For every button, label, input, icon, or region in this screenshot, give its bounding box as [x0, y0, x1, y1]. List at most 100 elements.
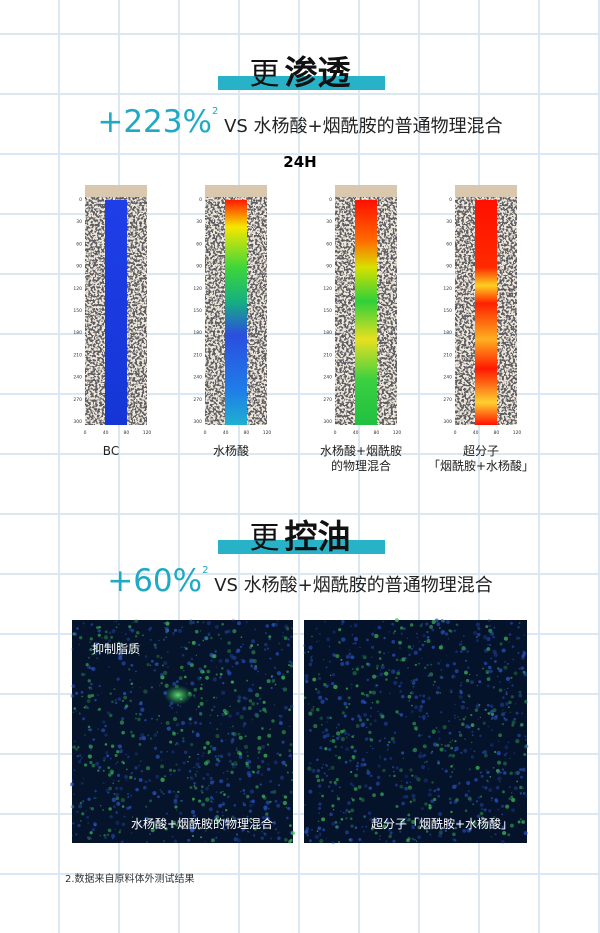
speckle: [379, 672, 384, 677]
speckle: [392, 631, 396, 635]
speckle: [434, 618, 439, 623]
speckle: [198, 643, 201, 646]
speckle: [369, 745, 372, 748]
footnote: 2.数据来自原料体外测试结果: [65, 874, 195, 885]
speckle: [115, 796, 120, 801]
speckle: [83, 706, 85, 709]
speckle: [201, 791, 204, 794]
speckle: [173, 798, 178, 802]
speckle: [206, 760, 209, 763]
speckle: [115, 620, 118, 623]
speckle: [324, 747, 328, 751]
speckle: [223, 793, 226, 796]
speckle: [340, 729, 344, 734]
speckle: [231, 764, 236, 769]
speckle: [230, 656, 234, 659]
speckle: [77, 823, 81, 828]
speckle: [111, 837, 114, 840]
width-tick: 40: [103, 430, 109, 436]
speckle: [383, 721, 388, 726]
speckle: [335, 777, 339, 782]
speckle: [282, 673, 285, 676]
speckle: [203, 665, 207, 668]
speckle: [354, 773, 358, 778]
speckle: [183, 669, 185, 672]
speckle: [509, 757, 511, 760]
footnote-mark: 2: [202, 565, 209, 576]
speckle: [492, 635, 496, 639]
speckle: [375, 664, 379, 668]
depth-tick: 60: [196, 241, 202, 247]
speckle: [88, 806, 92, 809]
speckle: [303, 651, 307, 655]
speckle: [466, 650, 469, 653]
speckle: [310, 828, 313, 831]
speckle: [308, 662, 313, 667]
speckle: [150, 659, 154, 663]
speckle: [345, 705, 349, 709]
speckle: [172, 716, 178, 722]
speckle: [448, 629, 451, 632]
depth-tick: 0: [79, 197, 82, 203]
speckle: [309, 762, 312, 765]
speckle: [103, 635, 109, 640]
speckle: [173, 839, 178, 844]
speckle: [75, 691, 79, 695]
speckle: [452, 662, 457, 666]
speckle: [160, 656, 163, 659]
speckle: [290, 661, 293, 664]
penetration-column: [225, 200, 247, 425]
speckle: [91, 653, 94, 656]
speckle: [321, 817, 326, 822]
speckle: [120, 797, 126, 803]
speckle: [358, 797, 362, 801]
speckle: [129, 699, 133, 703]
panel-label: BC: [103, 444, 119, 458]
speckle: [460, 705, 465, 710]
speckle: [175, 680, 179, 684]
speckle: [193, 826, 195, 828]
speckle: [322, 734, 327, 739]
speckle: [171, 835, 174, 839]
width-tick: 80: [243, 430, 249, 436]
speckle: [494, 798, 498, 802]
speckle: [283, 795, 288, 799]
speckle: [329, 780, 333, 784]
speckle: [149, 833, 151, 836]
speckle: [477, 703, 479, 705]
speckle: [148, 779, 151, 782]
depth-tick: 210: [73, 352, 82, 358]
speckle: [399, 626, 404, 630]
speckle: [523, 634, 525, 636]
speckle: [450, 810, 453, 814]
speckle: [376, 667, 379, 670]
speckle: [262, 707, 267, 712]
speckle: [464, 716, 467, 718]
speckle: [311, 768, 316, 774]
speckle: [146, 810, 148, 812]
speckle: [227, 649, 232, 654]
speckle: [70, 694, 75, 698]
speckle: [233, 688, 237, 692]
speckle: [366, 678, 370, 682]
speckle: [374, 817, 379, 822]
speckle: [410, 647, 413, 650]
speckle: [436, 787, 440, 791]
speckle: [413, 650, 418, 655]
speckle: [399, 689, 403, 693]
speckle: [125, 753, 127, 755]
speckle: [501, 790, 505, 794]
speckle: [398, 828, 400, 831]
speckle: [116, 801, 121, 806]
speckle: [183, 818, 187, 822]
speckle: [411, 681, 416, 685]
speckle: [203, 636, 209, 641]
speckle: [337, 756, 342, 760]
speckle: [126, 806, 130, 811]
speckle: [179, 811, 183, 816]
speckle: [121, 822, 126, 827]
speckle: [163, 660, 168, 666]
speckle: [329, 674, 332, 677]
speckle: [395, 766, 399, 770]
